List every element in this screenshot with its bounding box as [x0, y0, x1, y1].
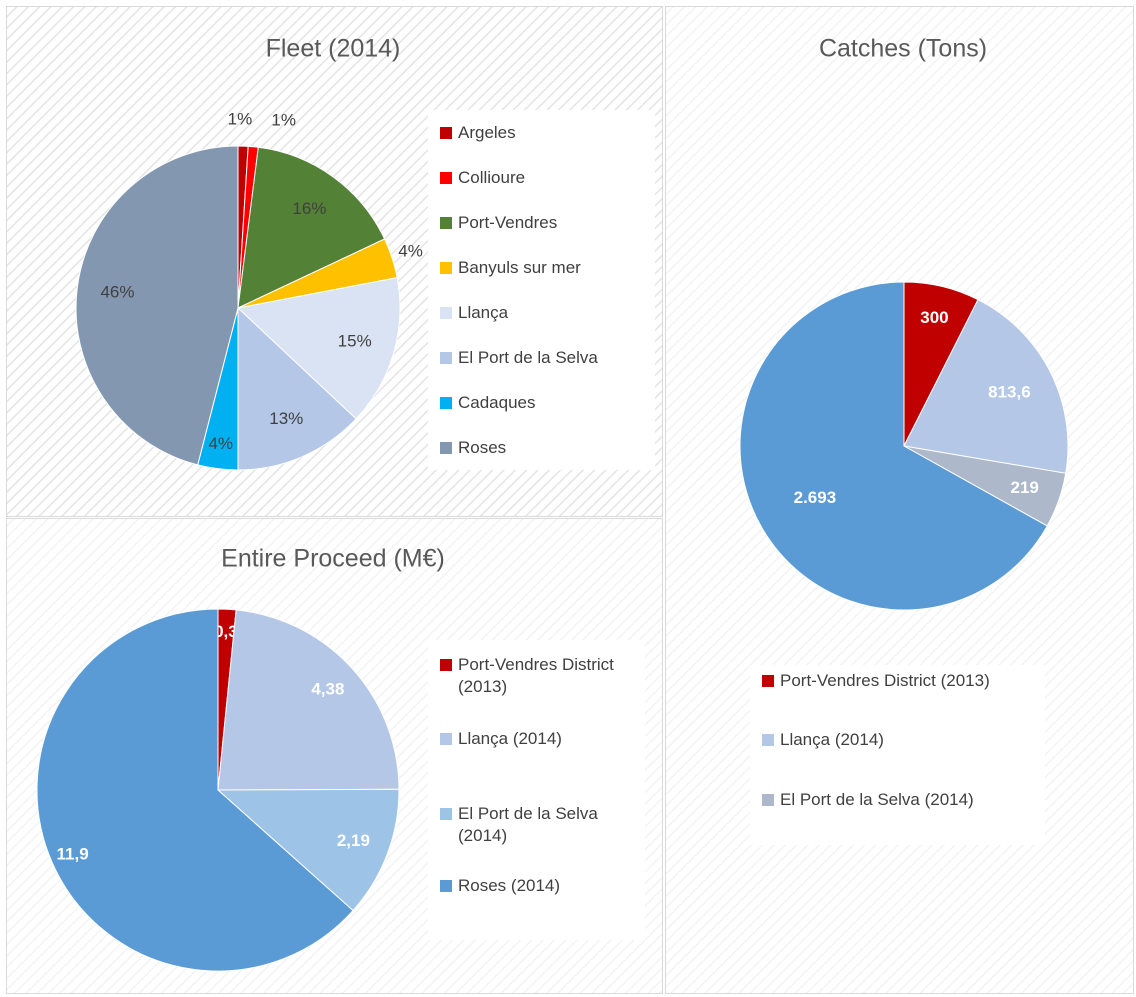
- data-label: 4%: [398, 241, 423, 260]
- legend-label: Collioure: [458, 168, 526, 187]
- legend-swatch: [762, 794, 774, 806]
- legend: Argeles Collioure Port-Vendres Banyuls sur …: [428, 110, 655, 470]
- legend-label: Llança (2014): [780, 730, 884, 749]
- pie-slice: [739, 281, 1048, 611]
- legend-entry: Port-Vendres: [440, 212, 658, 234]
- legend-label: El Port de la Selva: [458, 348, 598, 367]
- legend-label: El Port de la Selva (2014): [458, 804, 598, 845]
- legend-swatch: [440, 808, 452, 820]
- pie-slice: [216, 788, 400, 912]
- legend-label: Port-Vendres District (2013): [458, 655, 614, 696]
- data-label: 4%: [208, 434, 233, 453]
- data-label: 219: [1010, 478, 1038, 497]
- legend-swatch: [440, 307, 452, 319]
- pie-slice: [36, 608, 354, 972]
- pie-slice: [217, 609, 400, 791]
- legend-swatch: [440, 880, 452, 892]
- pie-slice: [237, 146, 386, 309]
- legend-swatch: [440, 397, 452, 409]
- legend-entry: Collioure: [440, 167, 658, 189]
- legend-label: Roses (2014): [458, 876, 561, 895]
- legend-entry: Roses (2014): [440, 875, 630, 897]
- pie-slice: [903, 298, 1069, 474]
- data-label: 2,19: [337, 831, 370, 850]
- data-label: 15%: [338, 331, 372, 350]
- legend-label: Argeles: [458, 123, 516, 142]
- legend-swatch: [440, 352, 452, 364]
- legend-entry: Port-Vendres District (2013): [762, 670, 1010, 692]
- legend-entry: Roses: [440, 437, 658, 459]
- pie-slice: [75, 145, 239, 466]
- legend-entry: Llança: [440, 302, 658, 324]
- legend-swatch: [440, 262, 452, 274]
- legend-label: El Port de la Selva (2014): [780, 790, 974, 809]
- legend-label: Roses: [458, 438, 507, 457]
- legend-label: Port-Vendres District (2013): [780, 671, 990, 690]
- data-label: 1%: [228, 110, 253, 129]
- legend-entry: Llança (2014): [440, 728, 630, 750]
- legend-swatch: [762, 675, 774, 687]
- legend: Port-Vendres District (2013) Llança (2014…: [428, 640, 645, 940]
- chart-title: Fleet (2014): [266, 35, 401, 63]
- data-label: 11,9: [57, 845, 89, 864]
- legend-swatch: [440, 172, 452, 184]
- legend-swatch: [440, 217, 452, 229]
- data-label: 16%: [292, 199, 326, 218]
- data-label: 13%: [269, 409, 303, 428]
- chart-title: Catches (Tons): [819, 35, 987, 63]
- data-label: 813,6: [988, 382, 1031, 401]
- legend-label: Cadaques: [458, 393, 536, 412]
- legend-swatch: [440, 659, 452, 671]
- legend-swatch: [440, 442, 452, 454]
- pie-slice: [237, 306, 357, 471]
- data-label: 300: [920, 308, 948, 327]
- legend-entry: El Port de la Selva: [440, 347, 658, 369]
- data-label: 46%: [100, 282, 134, 301]
- data-label: 1%: [271, 110, 296, 129]
- data-label: 4,38: [311, 680, 344, 699]
- legend-entry: Llança (2014): [762, 729, 1010, 751]
- legend-entry: Banyuls sur mer: [440, 257, 658, 279]
- legend-label: Port-Vendres: [458, 213, 558, 232]
- legend-label: Llança (2014): [458, 729, 562, 748]
- legend-entry: Cadaques: [440, 392, 658, 414]
- legend-entry: Argeles: [440, 122, 658, 144]
- legend-entry: El Port de la Selva (2014): [762, 789, 1010, 811]
- data-label: 2.693: [794, 488, 837, 507]
- data-label: 0,3: [214, 622, 238, 641]
- chart-title: Entire Proceed (M€): [221, 545, 445, 573]
- legend-entry: El Port de la Selva (2014): [440, 803, 630, 847]
- pie-slice: [236, 277, 401, 420]
- legend-label: Banyuls sur mer: [458, 258, 581, 277]
- legend-swatch: [762, 734, 774, 746]
- legend-label: Llança: [458, 303, 509, 322]
- legend-entry: Port-Vendres District (2013): [440, 654, 630, 698]
- legend-swatch: [440, 127, 452, 139]
- legend: Port-Vendres District (2013) Llança (2014…: [750, 665, 1045, 845]
- legend-swatch: [440, 733, 452, 745]
